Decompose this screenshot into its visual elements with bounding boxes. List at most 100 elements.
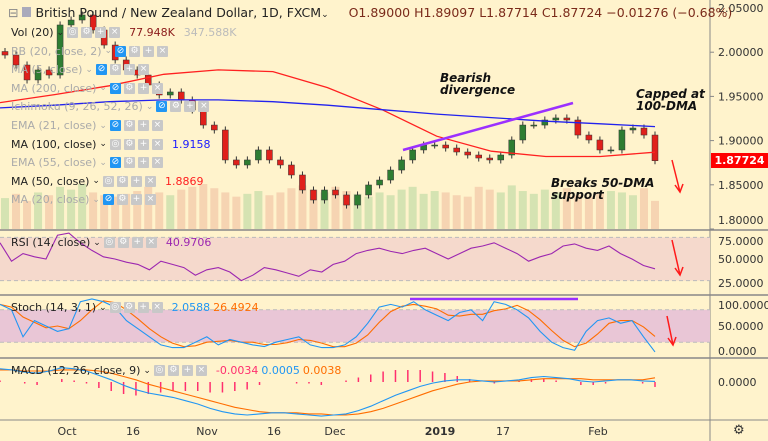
gear-icon[interactable]: ⚙ xyxy=(167,365,179,376)
plus-icon[interactable]: + xyxy=(181,365,193,376)
chevron-down-icon[interactable]: ⌄ xyxy=(104,46,113,57)
plus-icon[interactable]: + xyxy=(95,27,107,38)
rsi-label[interactable]: RSI (14, close) xyxy=(11,236,91,249)
close-icon[interactable]: × xyxy=(151,157,163,169)
plus-icon[interactable]: + xyxy=(137,82,149,94)
candle-body xyxy=(618,129,626,151)
close-icon[interactable]: × xyxy=(145,237,157,248)
indicator-label[interactable]: MA (50, close) xyxy=(11,174,90,188)
indicator-label[interactable]: MA (5, close) xyxy=(11,63,83,77)
eye-icon[interactable]: ◎ xyxy=(153,365,165,376)
gear-icon[interactable]: ⚙ xyxy=(117,237,129,248)
candle-body xyxy=(1,51,9,56)
close-icon[interactable]: × xyxy=(137,64,149,76)
eye-icon[interactable]: ◎ xyxy=(103,237,115,248)
chevron-down-icon[interactable]: ⌄ xyxy=(92,194,100,205)
candle-body xyxy=(299,174,306,191)
eye-icon[interactable]: ⊘ xyxy=(156,101,168,113)
candle-body xyxy=(453,147,460,153)
stoch-label[interactable]: Stoch (14, 3, 1) xyxy=(11,301,97,314)
close-icon[interactable]: × xyxy=(151,120,163,131)
indicator-row: MA (100, close) ⌄ ◎ ⚙ + × 1.9158 xyxy=(11,138,210,151)
plus-icon[interactable]: + xyxy=(143,45,155,57)
chevron-down-icon[interactable]: ⌄ xyxy=(99,157,107,168)
volume-bar xyxy=(221,192,230,229)
chevron-down-icon[interactable]: ⌄ xyxy=(321,10,329,20)
volume-bar xyxy=(133,191,142,229)
close-icon[interactable]: × xyxy=(198,101,210,113)
chevron-down-icon[interactable]: ⌄ xyxy=(145,101,154,112)
gear-icon[interactable]: ⚙ xyxy=(123,138,135,150)
candle-body xyxy=(497,154,505,161)
plus-icon[interactable]: + xyxy=(131,237,143,248)
eye-icon[interactable]: ◎ xyxy=(67,27,79,38)
gear-icon[interactable]: ⚙ xyxy=(123,120,135,131)
indicator-label[interactable]: MA (20, close) xyxy=(11,193,90,207)
collapse-icon[interactable]: ⊟ xyxy=(8,5,19,20)
eye-icon[interactable]: ⊘ xyxy=(109,157,121,169)
indicator-label[interactable]: Ichimoku (9, 26, 52, 26) xyxy=(11,100,143,114)
volume-bar xyxy=(1,198,9,229)
eye-icon[interactable]: ◎ xyxy=(109,138,121,150)
volume-bar xyxy=(89,192,98,229)
gear-icon[interactable]: ⚙ xyxy=(109,64,121,76)
plus-icon[interactable]: + xyxy=(123,64,135,76)
gear-icon[interactable]: ⚙ xyxy=(116,175,128,187)
plus-icon[interactable]: + xyxy=(137,138,149,150)
time-tick-label: 16 xyxy=(126,425,140,438)
settings-gear-icon[interactable]: ⚙ xyxy=(733,423,745,438)
chevron-down-icon[interactable]: ⌄ xyxy=(92,176,100,187)
chevron-down-icon[interactable]: ⌄ xyxy=(99,139,107,150)
plus-icon[interactable]: + xyxy=(137,302,149,313)
close-icon[interactable]: × xyxy=(151,138,163,150)
indicator-label[interactable]: MA (200, close) xyxy=(11,81,97,95)
gear-icon[interactable]: ⚙ xyxy=(129,45,141,57)
volume-bar xyxy=(342,191,351,229)
gear-icon[interactable]: ⚙ xyxy=(123,157,135,169)
plus-icon[interactable]: + xyxy=(137,120,149,131)
candle-body xyxy=(409,149,416,161)
symbol-title[interactable]: British Pound / New Zealand Dollar, 1D, … xyxy=(35,5,322,20)
gear-icon[interactable]: ⚙ xyxy=(123,302,135,313)
gear-icon[interactable]: ⚙ xyxy=(81,27,93,38)
close-icon[interactable]: × xyxy=(157,45,169,57)
candle-body xyxy=(519,124,527,141)
eye-icon[interactable]: ⊘ xyxy=(95,64,107,76)
eye-icon[interactable]: ⊘ xyxy=(109,120,121,131)
close-icon[interactable]: × xyxy=(109,27,121,38)
chevron-down-icon[interactable]: ⌄ xyxy=(99,120,107,131)
candle-body xyxy=(585,134,593,141)
chevron-down-icon[interactable]: ⌄ xyxy=(56,27,65,38)
gear-icon[interactable]: ⚙ xyxy=(170,101,182,113)
indicator-label[interactable]: EMA (55, close) xyxy=(11,156,97,170)
plus-icon[interactable]: + xyxy=(184,101,196,113)
chevron-down-icon[interactable]: ⌄ xyxy=(99,83,107,94)
macd-label[interactable]: MACD (12, 26, close, 9) xyxy=(11,364,141,377)
eye-icon[interactable]: ◎ xyxy=(102,175,114,187)
annotation-breaks-50dma: Breaks 50-DMA support xyxy=(551,176,655,202)
candle-body xyxy=(233,159,240,166)
indicator-label[interactable]: Vol (20) xyxy=(11,26,54,39)
price-tick-label: 1.95000 xyxy=(718,90,764,103)
plus-icon[interactable]: + xyxy=(130,194,142,206)
volume-bar xyxy=(419,193,428,229)
indicator-label[interactable]: BB (20, close, 2) xyxy=(11,44,102,58)
candle-body xyxy=(244,159,251,166)
close-icon[interactable]: × xyxy=(144,175,156,187)
volume-bar xyxy=(375,192,384,229)
close-icon[interactable]: × xyxy=(151,302,163,313)
close-icon[interactable]: × xyxy=(144,194,156,206)
gear-icon[interactable]: ⚙ xyxy=(116,194,128,206)
eye-icon[interactable]: ⊘ xyxy=(109,82,121,94)
gear-icon[interactable]: ⚙ xyxy=(123,82,135,94)
plus-icon[interactable]: + xyxy=(130,175,142,187)
close-icon[interactable]: × xyxy=(195,365,207,376)
close-icon[interactable]: × xyxy=(151,82,163,94)
plus-icon[interactable]: + xyxy=(137,157,149,169)
chevron-down-icon[interactable]: ⌄ xyxy=(85,64,93,75)
eye-icon[interactable]: ◎ xyxy=(109,302,121,313)
eye-icon[interactable]: ⊘ xyxy=(115,45,127,57)
indicator-label[interactable]: MA (100, close) xyxy=(11,137,97,151)
indicator-label[interactable]: EMA (21, close) xyxy=(11,119,97,132)
eye-icon[interactable]: ⊘ xyxy=(102,194,114,206)
